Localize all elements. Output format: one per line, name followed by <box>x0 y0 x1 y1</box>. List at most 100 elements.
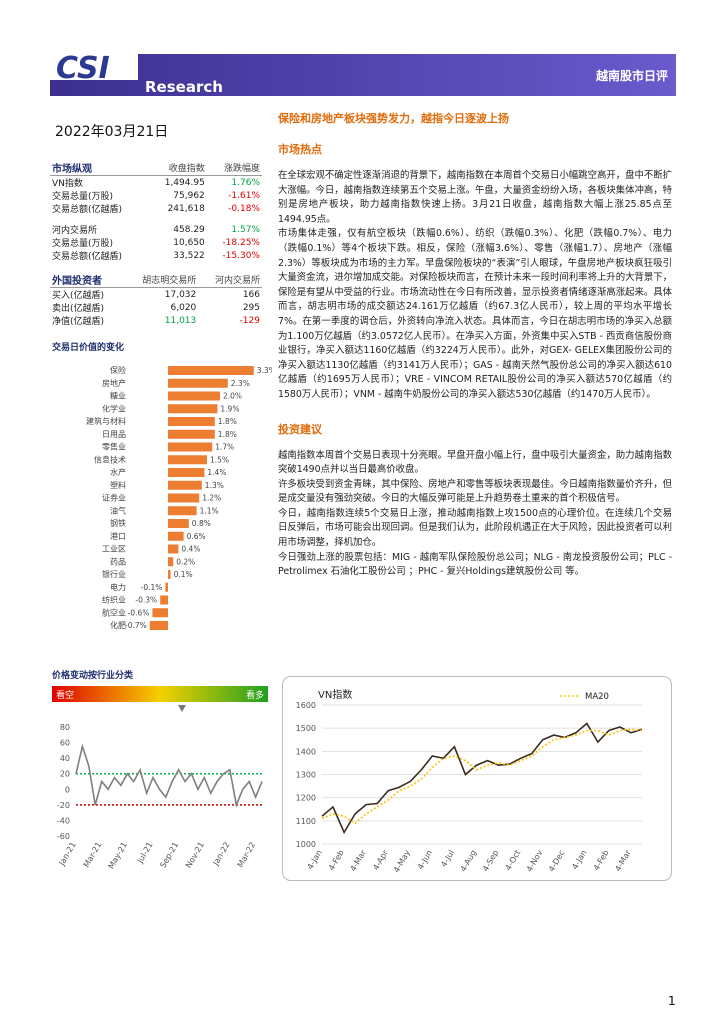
category-label: 航空业 <box>102 607 126 617</box>
table-cell: 1.57% <box>231 224 260 235</box>
value-label: -0.1% <box>141 583 163 592</box>
category-label: 房地产 <box>102 378 126 388</box>
y-tick-label: 1000 <box>296 840 316 849</box>
chart-title: 交易日价值的变化 <box>52 341 124 353</box>
header-banner: CSI Research 越南股市日评 <box>50 54 676 96</box>
article: 保险和房地产板块强势发力，越指今日逐波上扬 市场热点在全球宏观不确定性逐渐消退的背… <box>278 110 672 580</box>
header-cell: 市场纵观 <box>50 160 149 176</box>
report-title: 越南股市日评 <box>595 68 668 83</box>
table-row: 净值(亿越盾) 11,013 -129 <box>50 314 262 328</box>
y-tick-label: -20 <box>57 801 70 810</box>
bar <box>168 417 215 426</box>
bar <box>168 480 202 490</box>
value-label: 1.1% <box>200 506 219 515</box>
y-tick-label: 60 <box>60 739 70 748</box>
table-cell: 295 <box>242 302 260 313</box>
table-cell: 11,013 <box>164 315 197 326</box>
category-label: 油气 <box>110 505 126 515</box>
paragraph: 今日，越南指数连续5个交易日上涨，推动越南指数上攻1500点的心理价位。在连续几… <box>278 507 672 549</box>
y-tick-label: 1600 <box>296 701 316 710</box>
x-tick-label: Mar-21 <box>82 841 104 869</box>
paragraph: 市场集体走强，仅有航空板块（跌幅0.6%）、纺织（跌幅0.3%）、化肥（跌幅0.… <box>278 228 672 400</box>
table-cell: -1.61% <box>228 190 260 201</box>
paragraph: 今日强劲上涨的股票包括：MIG - 越南军队保险股份总公司；NLG - 南龙投资… <box>278 551 672 578</box>
table-row: 交易总额(亿越盾) 33,522 -15.30% <box>50 249 262 263</box>
series-line <box>321 728 643 825</box>
bar <box>168 493 200 503</box>
value-label: 0.1% <box>174 570 193 579</box>
report-date: 2022年03月21日 <box>55 124 169 140</box>
paragraph: 许多板块受到资金青睐，其中保险、房地产和零售等板块表现最佳。今日越南指数量价齐升… <box>278 478 672 505</box>
bar <box>168 506 197 516</box>
x-tick-label: Mar-22 <box>236 841 258 869</box>
table-cell: 买入(亿越盾) <box>52 291 105 301</box>
bar <box>165 582 168 592</box>
table-header-row: 外国投资者 胡志明交易所 河内交易所 <box>50 272 262 288</box>
bar <box>168 519 189 528</box>
value-label: 1.8% <box>218 417 237 426</box>
category-label: 化肥 <box>110 620 126 630</box>
bar <box>168 366 254 375</box>
y-tick-label: -60 <box>57 832 70 841</box>
table-cell: 241,618 <box>167 203 205 214</box>
brand: Research <box>145 78 223 96</box>
x-tick-label: May-21 <box>107 841 130 871</box>
paragraph: 在全球宏观不确定性逐渐消退的背景下，越南指数在本周首个交易日小幅跳空高开，盘中不… <box>278 170 672 225</box>
page-number: 1 <box>668 994 676 1008</box>
table-row: 卖出(亿越盾) 6,020 295 <box>50 301 262 315</box>
header-cell: 胡志明交易所 <box>122 272 199 288</box>
table-cell: 1,494.95 <box>164 177 205 188</box>
value-label: 0.2% <box>176 557 195 566</box>
category-label: 钢铁 <box>110 518 126 528</box>
y-tick-label: 1400 <box>296 747 316 756</box>
table-row: 买入(亿越盾) 17,032 166 <box>50 288 262 302</box>
table-cell: -129 <box>239 315 260 326</box>
table-cell: 河内交易所 <box>52 226 98 236</box>
bar <box>168 455 207 465</box>
header-cell: 收盘指数 <box>148 160 207 176</box>
section-heading: 市场热点 <box>278 143 322 156</box>
table-cell: 6,020 <box>170 302 197 313</box>
logo: CSI <box>56 54 110 86</box>
y-tick-label: 1300 <box>296 771 316 780</box>
category-label: 工业区 <box>102 544 126 554</box>
value-label: -0.7% <box>125 621 147 630</box>
value-label: 3.3% <box>257 366 272 375</box>
category-label: 港口 <box>110 531 126 541</box>
table-cell: -18.25% <box>222 237 260 248</box>
table-cell: 10,650 <box>173 237 205 248</box>
category-label: 水产 <box>110 467 126 477</box>
category-label: 纺织业 <box>102 595 126 605</box>
category-label: 糖业 <box>110 391 126 401</box>
table-cell: 1.76% <box>231 177 260 188</box>
bar <box>160 595 168 605</box>
y-tick-label: 80 <box>60 723 70 732</box>
x-tick-label: Nov-21 <box>184 841 206 870</box>
category-label: 证券业 <box>102 493 126 503</box>
bar <box>168 544 179 554</box>
chart-title: VN指数 <box>318 688 352 701</box>
table-cell: VN指数 <box>52 179 83 189</box>
headline: 保险和房地产板块强势发力，越指今日逐波上扬 <box>278 112 509 125</box>
bar <box>168 468 205 477</box>
table-cell: 净值(亿越盾) <box>52 317 105 327</box>
table-cell: 交易总额(亿越盾) <box>52 252 123 262</box>
header-cell: 河内交易所 <box>198 272 262 288</box>
category-label: 电力 <box>110 582 126 592</box>
x-tick-label: Jan-22 <box>211 841 232 868</box>
table-row: 河内交易所 458.29 1.57% <box>50 223 262 237</box>
series-line <box>75 743 263 808</box>
table-cell: 交易总量(万股) <box>52 239 114 249</box>
x-tick-label: Jul-21 <box>135 841 155 866</box>
chart-frame <box>282 676 672 881</box>
y-tick-label: 0 <box>65 785 70 794</box>
value-label: 1.4% <box>207 468 226 477</box>
value-label: 1.3% <box>205 481 224 490</box>
table-cell: 458.29 <box>173 224 205 235</box>
value-label: 1.9% <box>220 404 239 413</box>
header-cell: 涨跌幅度 <box>206 160 262 176</box>
gauge-bar <box>52 686 268 702</box>
bar <box>168 531 184 541</box>
